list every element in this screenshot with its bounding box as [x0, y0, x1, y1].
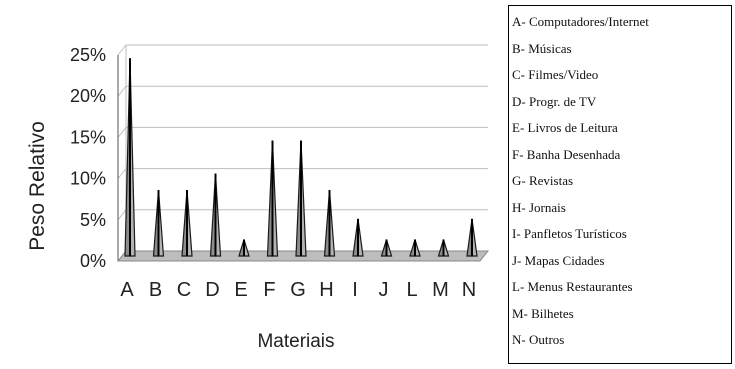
- legend-item: E- Livros de Leitura: [512, 120, 618, 135]
- x-axis-label: Materiais: [257, 331, 334, 352]
- legend-item: A- Computadores/Internet: [512, 14, 649, 29]
- x-tick-label: M: [432, 279, 449, 301]
- data-series: [124, 58, 478, 257]
- data-peak: [181, 190, 193, 257]
- chart-legend: A- Computadores/Internet B- Músicas C- Fil…: [508, 5, 732, 364]
- y-tick-label: 20%: [70, 86, 106, 106]
- x-tick-label: L: [406, 279, 417, 301]
- x-tick-label: G: [290, 279, 306, 301]
- x-tick-label: J: [379, 279, 389, 301]
- data-peak: [380, 239, 393, 257]
- gridline: [117, 44, 488, 56]
- legend-item: D- Progr. de TV: [512, 93, 597, 109]
- legend-item: I- Panfletos Turísticos: [512, 226, 627, 241]
- y-tick-label: 5%: [80, 210, 106, 230]
- y-tick-label: 10%: [70, 169, 106, 189]
- x-tick-label: E: [234, 279, 247, 301]
- x-tick-label: B: [149, 279, 162, 301]
- x-tick-label: F: [263, 279, 275, 301]
- x-tick-label: C: [177, 279, 191, 301]
- data-peak: [266, 140, 279, 257]
- gridline: [117, 126, 488, 138]
- y-axis-label: Peso Relativo: [26, 121, 49, 251]
- y-tick-label: 0%: [80, 251, 106, 271]
- data-peak: [124, 58, 136, 257]
- data-peak: [209, 173, 222, 257]
- legend-item: G- Revistas: [512, 173, 574, 188]
- legend-item: M- Bilhetes: [512, 305, 574, 321]
- legend-item: F- Banha Desenhada: [512, 146, 621, 162]
- y-axis-ticks: 0% 5% 10% 15% 20% 25%: [70, 45, 106, 271]
- legend-item: L- Menus Restaurantes: [512, 279, 633, 294]
- data-peak: [238, 239, 250, 257]
- legend-item: H- Jornais: [512, 199, 566, 215]
- gridline: [117, 85, 488, 97]
- x-tick-label: N: [462, 279, 476, 301]
- legend-item: J- Mapas Cidades: [512, 252, 605, 268]
- x-tick-label: I: [352, 279, 358, 301]
- y-tick-label: 15%: [70, 127, 106, 147]
- data-peak: [323, 190, 336, 257]
- data-peak: [295, 140, 307, 257]
- x-tick-label: D: [205, 279, 219, 301]
- x-tick-label: H: [319, 279, 333, 301]
- legend-item: B- Músicas: [512, 40, 572, 56]
- data-peak: [352, 218, 364, 257]
- x-tick-label: A: [120, 279, 134, 301]
- data-peak: [437, 239, 450, 257]
- legend-item: N- Outros: [512, 332, 565, 347]
- y-tick-label: 25%: [70, 45, 106, 65]
- legend-item: C- Filmes/Video: [512, 67, 599, 82]
- data-peak: [466, 218, 478, 257]
- data-peak: [152, 190, 165, 257]
- data-peak: [409, 239, 421, 257]
